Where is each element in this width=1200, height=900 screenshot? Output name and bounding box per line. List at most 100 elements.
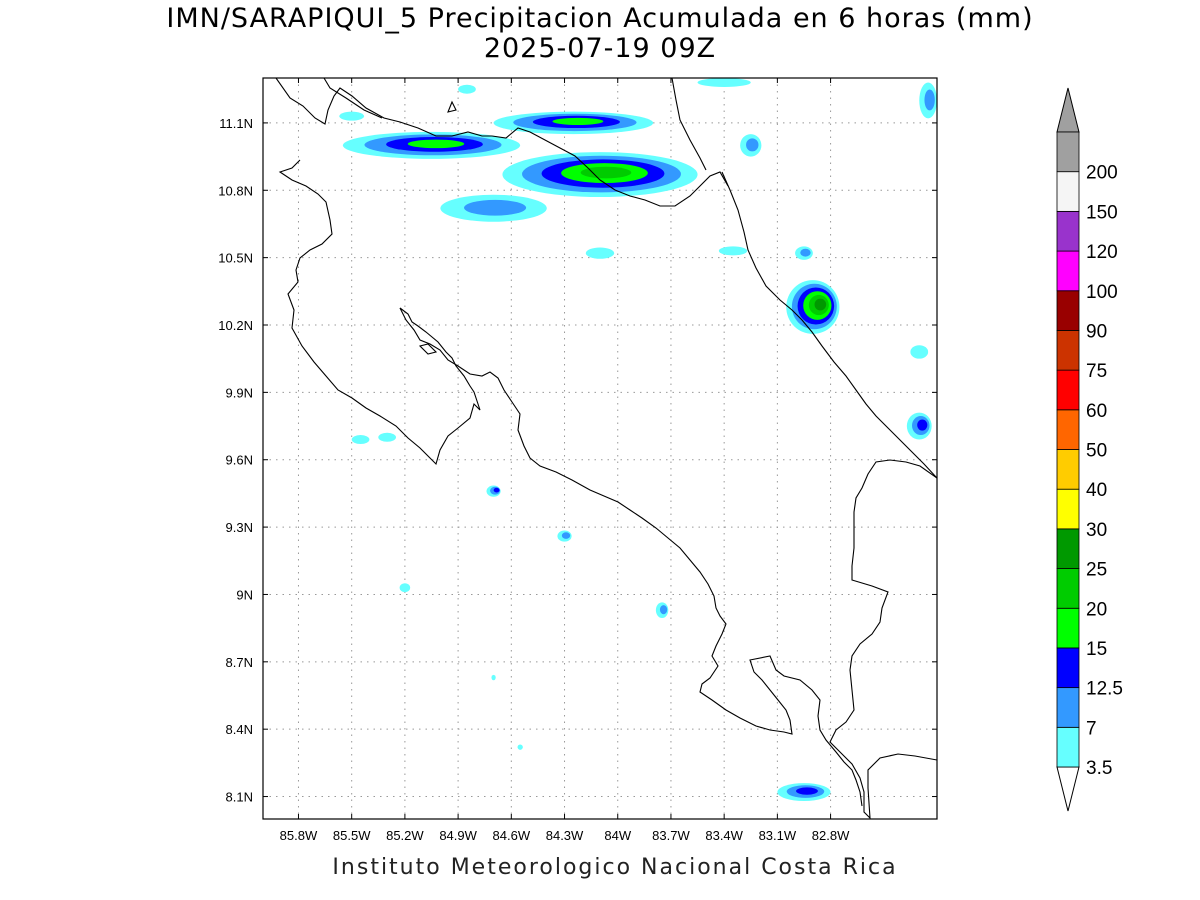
colorbar-swatch — [1056, 528, 1080, 569]
lat-tick-label: 8.4N — [226, 722, 253, 737]
precip-cell — [351, 435, 370, 445]
lon-tick-label: 85.5W — [333, 828, 371, 843]
precip-contour — [351, 435, 370, 445]
precip-contour — [339, 111, 365, 121]
precip-cell — [585, 247, 615, 259]
lake-nicaragua-shore — [323, 78, 383, 119]
map-title: IMN/SARAPIQUI_5 Precipitacion Acumulada … — [166, 3, 1034, 34]
colorbar-label: 20 — [1086, 599, 1107, 620]
precip-cell — [697, 78, 751, 87]
precip-cell — [458, 84, 476, 94]
lon-tick-label: 84W — [604, 828, 631, 843]
nicoya-gulf-coast — [399, 307, 863, 807]
map-valid-time: 2025-07-19 09Z — [483, 33, 717, 64]
map-frame — [262, 77, 938, 820]
precip-cell — [777, 783, 831, 802]
lat-tick-label: 10.5N — [218, 251, 253, 266]
lat-tick-label: 8.1N — [226, 790, 253, 805]
precip-contour — [718, 246, 748, 256]
precip-contour — [917, 419, 928, 431]
precip-cell — [795, 246, 813, 260]
precip-cell — [491, 674, 496, 681]
colorbar-label: 90 — [1086, 321, 1107, 342]
colorbar-label: 100 — [1086, 282, 1118, 303]
lat-tick-label: 10.2N — [218, 318, 253, 333]
colorbar-label: 50 — [1086, 441, 1107, 462]
colorbar-swatch — [1056, 369, 1080, 411]
lat-tick-label: 9N — [236, 587, 253, 602]
precip-contour — [697, 78, 751, 87]
longitude-labels: 85.8W 85.5W 85.2W 84.9W 84.6W 84.3W 84W 83.7W 83… — [280, 828, 850, 843]
colorbar-swatch — [1056, 726, 1080, 768]
precip-cell — [493, 111, 654, 135]
precip-contour — [580, 166, 632, 179]
lon-tick-label: 83.4W — [705, 828, 743, 843]
precip-contour — [659, 605, 668, 615]
precip-contour — [585, 247, 615, 259]
colorbar-swatch — [1056, 250, 1080, 292]
precip-contour — [814, 298, 827, 311]
lon-tick-label: 84.3W — [546, 828, 584, 843]
colorbar-swatch — [1056, 607, 1080, 649]
precip-cell — [919, 82, 937, 119]
colorbar-swatch — [1056, 131, 1080, 173]
colorbar-swatch — [1056, 568, 1080, 609]
colorbar-label: 12.5 — [1086, 679, 1123, 700]
precip-contour — [458, 84, 476, 94]
panama-border — [829, 459, 937, 819]
precip-cell — [440, 194, 547, 222]
precip-cell — [910, 345, 929, 359]
precip-cell — [906, 412, 932, 440]
lon-tick-label: 83.1W — [759, 828, 797, 843]
nicaragua-costa-rica-border-east — [671, 78, 707, 171]
colorbar-label: 40 — [1086, 480, 1107, 501]
colorbar-label: 200 — [1086, 163, 1118, 184]
precip-contour — [493, 487, 500, 493]
precip-contour — [910, 345, 929, 359]
lat-tick-label: 9.6N — [226, 453, 253, 468]
precip-contour — [924, 89, 935, 111]
colorbar-swatch — [1056, 449, 1080, 490]
precip-cell — [786, 280, 840, 334]
colorbar-swatch — [1056, 210, 1080, 252]
colorbar-label: 150 — [1086, 202, 1118, 223]
lat-tick-label: 9.3N — [226, 520, 253, 535]
colorbar-swatch — [1056, 647, 1080, 689]
precip-cell — [517, 744, 523, 750]
colorbar-legend: 3.5 7 12.5 15 20 25 30 40 50 60 75 90 100 120 150 200 — [1056, 87, 1123, 812]
colorbar-label: 120 — [1086, 242, 1118, 263]
precip-contour — [407, 139, 465, 149]
colorbar-upper-arrow — [1056, 87, 1080, 133]
precip-contour — [796, 787, 818, 795]
lon-tick-label: 84.6W — [493, 828, 531, 843]
footer-credit: Instituto Meteorologico Nacional Costa R… — [332, 855, 898, 880]
lon-tick-label: 82.8W — [812, 828, 850, 843]
colorbar-swatch — [1056, 171, 1080, 212]
colorbar-label: 75 — [1086, 361, 1107, 382]
lat-tick-label: 9.9N — [226, 385, 253, 400]
precip-contour — [399, 583, 411, 593]
colorbar-swatch — [1056, 687, 1080, 728]
colorbar-label: 60 — [1086, 401, 1107, 422]
colorbar-swatch — [1056, 330, 1080, 371]
colorbar-label: 25 — [1086, 560, 1107, 581]
precip-cell — [557, 530, 572, 542]
colorbar-swatch — [1056, 409, 1080, 450]
colorbar-label: 15 — [1086, 639, 1107, 660]
precip-contour — [552, 117, 604, 125]
precip-contour — [746, 138, 759, 152]
precip-contour — [464, 199, 527, 216]
precip-cell — [718, 246, 748, 256]
caribbean-coast — [721, 171, 937, 479]
precip-contour — [378, 432, 397, 442]
lat-tick-label: 10.8N — [218, 183, 253, 198]
island-small — [447, 100, 457, 113]
lon-tick-label: 83.7W — [652, 828, 690, 843]
lon-tick-label: 84.9W — [439, 828, 477, 843]
precip-cell — [655, 602, 669, 619]
precip-cell — [378, 432, 397, 442]
precip-cell — [339, 111, 365, 121]
precip-cell — [399, 583, 411, 593]
colorbar-swatch — [1056, 290, 1080, 331]
